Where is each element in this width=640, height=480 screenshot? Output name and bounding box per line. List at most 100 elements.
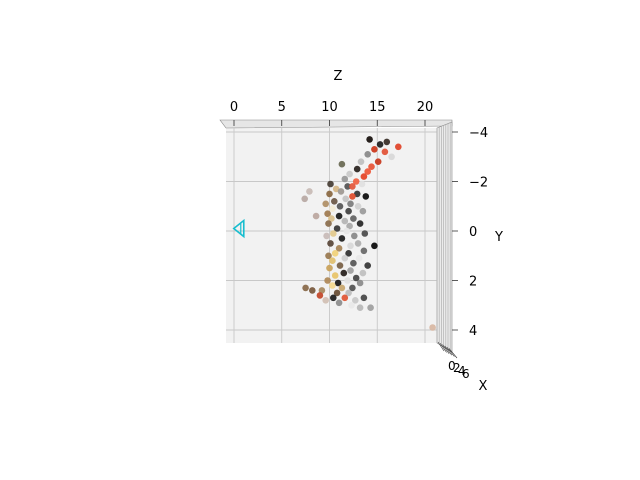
data-point <box>355 254 363 262</box>
data-point <box>348 302 355 309</box>
data-point <box>366 136 373 143</box>
data-point <box>376 141 384 148</box>
data-point <box>327 240 334 247</box>
data-point <box>338 284 346 292</box>
data-point <box>349 193 356 200</box>
data-point <box>371 146 378 153</box>
data-point <box>325 252 332 260</box>
data-point <box>371 242 378 250</box>
data-point <box>341 294 349 302</box>
data-point <box>327 180 334 188</box>
data-point <box>330 294 337 302</box>
data-point <box>306 188 313 195</box>
data-point <box>330 230 337 237</box>
data-point <box>328 215 335 222</box>
grid-lines <box>226 122 451 351</box>
data-point <box>335 299 343 307</box>
data-point <box>335 212 343 220</box>
data-point <box>347 267 354 274</box>
data-point <box>323 232 330 240</box>
data-point <box>359 269 367 277</box>
data-point <box>360 294 368 302</box>
data-point <box>388 153 395 161</box>
data-point <box>353 165 361 173</box>
data-point <box>318 287 326 294</box>
data-point <box>395 143 402 151</box>
data-point <box>359 207 367 215</box>
data-point <box>338 235 346 242</box>
camera-marker <box>232 218 245 239</box>
data-point <box>345 289 352 297</box>
data-point <box>333 289 341 297</box>
data-point <box>331 272 339 279</box>
x-tick-label: 6 <box>462 367 470 381</box>
x-tick-label: 0 <box>448 359 456 373</box>
data-point <box>354 203 362 210</box>
data-point <box>357 158 365 165</box>
z-tick-label: 5 <box>278 100 286 115</box>
data-point <box>344 277 351 284</box>
z-axis-ticks: 0 5 10 15 20 <box>230 100 433 126</box>
x-tick-mark <box>437 341 445 352</box>
x-tick-label: 2 <box>453 361 461 375</box>
data-point <box>324 210 331 217</box>
data-points <box>301 136 436 331</box>
data-point <box>349 284 356 292</box>
x-tick-mark <box>444 345 453 356</box>
y-tick-label: −4 <box>469 126 488 141</box>
data-point <box>342 195 350 203</box>
data-point <box>352 274 360 282</box>
data-point <box>341 175 349 183</box>
data-point <box>341 254 349 262</box>
x-tick-mark <box>439 343 447 353</box>
data-point <box>383 138 391 146</box>
data-point <box>349 183 356 190</box>
data-point <box>336 203 344 210</box>
data-point <box>352 178 360 185</box>
data-point <box>344 183 351 190</box>
data-point <box>352 297 359 304</box>
top-pane <box>219 119 453 129</box>
data-point <box>381 148 389 156</box>
data-point <box>356 279 364 287</box>
data-point <box>341 217 349 225</box>
data-point <box>364 262 372 269</box>
data-point <box>356 304 364 312</box>
data-point <box>374 158 382 165</box>
data-point <box>347 200 354 208</box>
data-point <box>309 287 316 294</box>
data-point <box>316 292 324 299</box>
data-point <box>312 212 320 220</box>
data-point <box>325 220 332 227</box>
data-point <box>329 205 336 212</box>
data-point <box>324 277 331 284</box>
y-axis-label: Y <box>494 230 503 245</box>
y-tick-label: 4 <box>469 324 477 339</box>
data-point <box>351 232 358 240</box>
data-point <box>335 245 343 252</box>
data-point <box>326 264 333 272</box>
data-point <box>360 173 368 180</box>
data-point <box>322 297 330 304</box>
x-tick-mark <box>446 347 455 357</box>
data-point <box>360 247 368 255</box>
data-point <box>326 190 333 198</box>
x-tick-label: 4 <box>458 364 466 378</box>
data-point <box>350 259 357 267</box>
z-tick-label: 10 <box>321 100 338 115</box>
data-point <box>340 269 348 277</box>
z-tick-label: 20 <box>417 100 434 115</box>
data-point <box>331 250 339 257</box>
data-point <box>368 163 375 170</box>
y-tick-label: 0 <box>469 225 477 240</box>
y-tick-label: 2 <box>469 275 477 290</box>
x-axis-label: X <box>479 379 488 394</box>
data-point <box>336 262 344 269</box>
data-point <box>301 195 309 203</box>
data-point <box>345 207 352 215</box>
data-point <box>302 284 309 292</box>
data-point <box>337 188 345 195</box>
x-tick-mark <box>448 348 458 359</box>
y-tick-label: −2 <box>469 176 488 191</box>
